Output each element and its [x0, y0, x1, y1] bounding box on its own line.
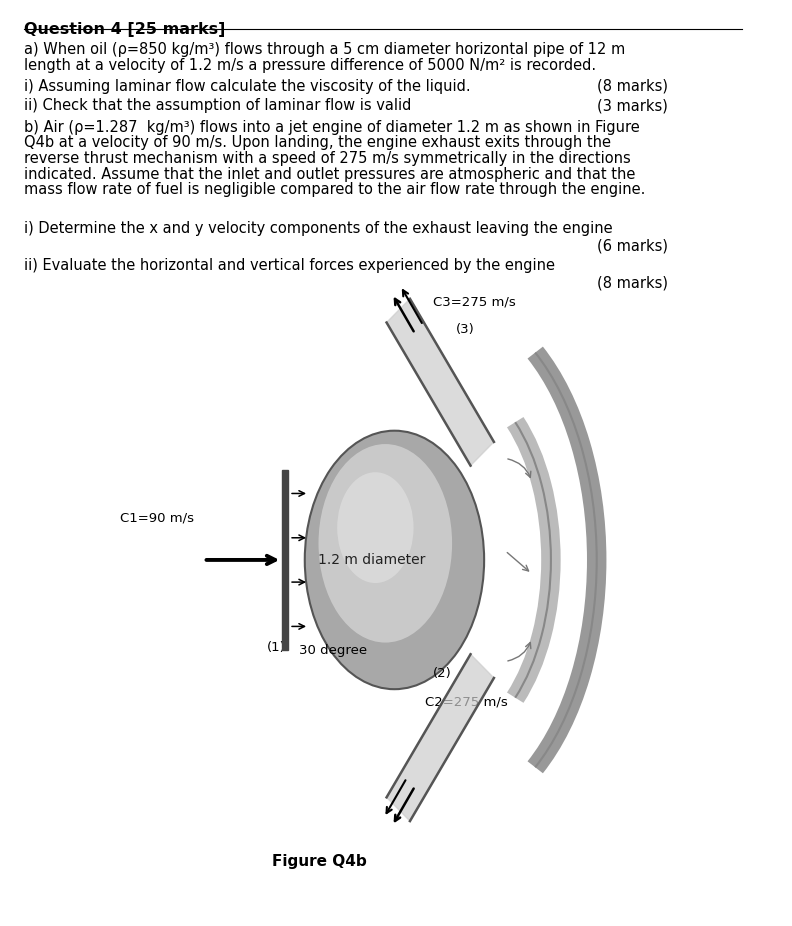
Text: (8 marks): (8 marks)	[596, 79, 668, 94]
Ellipse shape	[337, 472, 413, 583]
Text: (6 marks): (6 marks)	[596, 239, 668, 254]
Bar	[282, 469, 287, 650]
Text: b) Air (ρ=1.287  kg/m³) flows into a jet engine of diameter 1.2 m as shown in Fi: b) Air (ρ=1.287 kg/m³) flows into a jet …	[25, 119, 640, 134]
Text: mass flow rate of fuel is negligible compared to the air flow rate through the e: mass flow rate of fuel is negligible com…	[25, 182, 645, 197]
Text: Figure Q4b: Figure Q4b	[272, 854, 367, 870]
Polygon shape	[386, 655, 494, 821]
Text: reverse thrust mechanism with a speed of 275 m/s symmetrically in the directions: reverse thrust mechanism with a speed of…	[25, 151, 631, 166]
Text: (8 marks): (8 marks)	[596, 276, 668, 291]
Text: i) Determine the x and y velocity components of the exhaust leaving the engine: i) Determine the x and y velocity compon…	[25, 221, 613, 236]
Text: C2=275 m/s: C2=275 m/s	[425, 695, 508, 708]
Text: (3): (3)	[455, 322, 474, 335]
Text: 1.2 m diameter: 1.2 m diameter	[318, 553, 425, 567]
Text: C3=275 m/s: C3=275 m/s	[432, 295, 516, 309]
Text: C1=90 m/s: C1=90 m/s	[120, 512, 194, 525]
Text: (2): (2)	[432, 667, 451, 680]
Text: 30 degree: 30 degree	[299, 644, 367, 657]
Polygon shape	[386, 299, 494, 466]
Text: ii) Check that the assumption of laminar flow is valid: ii) Check that the assumption of laminar…	[25, 98, 412, 113]
Text: ii) Evaluate the horizontal and vertical forces experienced by the engine: ii) Evaluate the horizontal and vertical…	[25, 258, 555, 273]
Ellipse shape	[318, 444, 452, 643]
Text: i) Assuming laminar flow calculate the viscosity of the liquid.: i) Assuming laminar flow calculate the v…	[25, 79, 471, 94]
Text: Question 4 [25 marks]: Question 4 [25 marks]	[25, 21, 226, 37]
Ellipse shape	[305, 431, 484, 689]
Text: (1): (1)	[267, 641, 286, 654]
Text: length at a velocity of 1.2 m/s a pressure difference of 5000 N/m² is recorded.: length at a velocity of 1.2 m/s a pressu…	[25, 57, 596, 73]
Text: (3 marks): (3 marks)	[596, 98, 668, 113]
Text: Q4b at a velocity of 90 m/s. Upon landing, the engine exhaust exits through the: Q4b at a velocity of 90 m/s. Upon landin…	[25, 135, 611, 150]
Text: a) When oil (ρ=850 kg/m³) flows through a 5 cm diameter horizontal pipe of 12 m: a) When oil (ρ=850 kg/m³) flows through …	[25, 42, 626, 57]
Text: indicated. Assume that the inlet and outlet pressures are atmospheric and that t: indicated. Assume that the inlet and out…	[25, 167, 636, 181]
